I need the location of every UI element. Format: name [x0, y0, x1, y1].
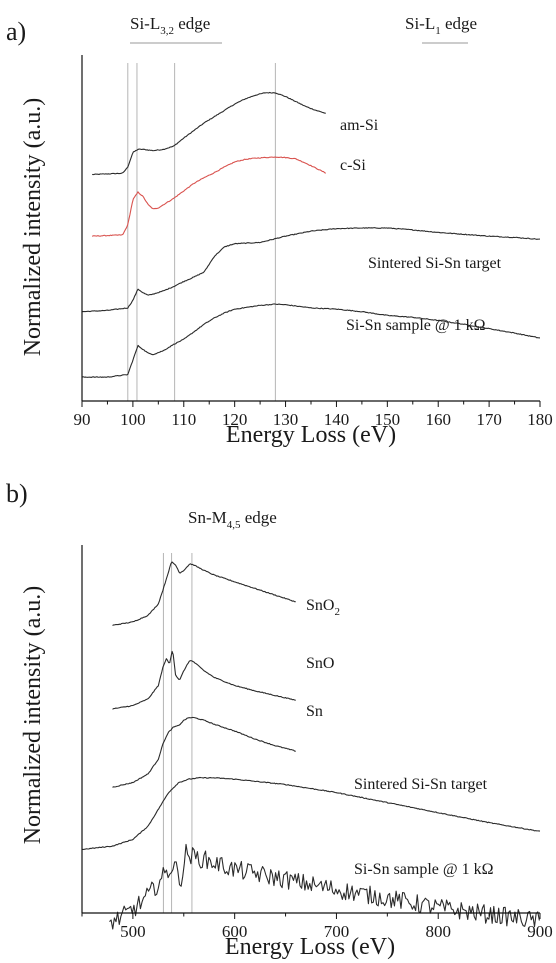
panel-b-x-axis-title: Energy Loss (eV) [225, 934, 395, 960]
panel-b-y-axis-title: Normalized intensity (a.u.) [20, 586, 46, 845]
series-line-a-3 [81, 303, 541, 378]
series-label-sno2: SnO2 [306, 597, 340, 618]
series-label-am-si: am-Si [340, 117, 379, 134]
x-tick-label-a-120: 120 [222, 410, 248, 429]
panel-a-label: a) [6, 17, 26, 46]
series-line-b-1 [112, 650, 296, 710]
series-line-a-2 [81, 227, 541, 313]
series-line-a-1 [91, 156, 327, 237]
panel-a-axes: 90 100 110 120 130 140 150 160 170 180 [74, 55, 553, 429]
series-label-sn: Sn [306, 703, 323, 720]
panel-b-series-labels: SnO2 SnO Sn Sintered Si-Sn target Si-Sn … [306, 597, 494, 878]
panel-a: a) Si-L3,2 edge Si-L1 edge 90 100 110 120 13… [6, 14, 553, 448]
x-tick-label-b-600: 600 [222, 922, 248, 941]
series-line-b-2 [112, 716, 296, 788]
x-tick-label-a-170: 170 [476, 410, 502, 429]
panel-a-series [81, 91, 541, 378]
x-tick-label-a-150: 150 [375, 410, 401, 429]
panel-a-edge-labels: Si-L3,2 edge Si-L1 edge [130, 14, 477, 44]
series-label-si-sn-sample-b: Si-Sn sample @ 1 kΩ [354, 861, 494, 878]
series-line-b-0 [112, 561, 296, 626]
panel-b-series [81, 561, 541, 930]
si-l32-edge-label: Si-L3,2 edge [130, 14, 210, 37]
series-label-c-si: c-Si [340, 157, 366, 174]
x-tick-label-b-700: 700 [324, 922, 350, 941]
x-tick-label-a-90: 90 [74, 410, 91, 429]
x-tick-label-a-160: 160 [425, 410, 451, 429]
series-line-b-4 [109, 843, 540, 930]
si-l1-edge-label: Si-L1 edge [405, 14, 477, 37]
x-tick-label-a-180: 180 [527, 410, 553, 429]
x-tick-label-b-800: 800 [425, 922, 451, 941]
x-tick-label-a-110: 110 [171, 410, 196, 429]
x-tick-label-b-500: 500 [120, 922, 146, 941]
x-tick-label-a-140: 140 [324, 410, 350, 429]
panel-a-x-axis-title: Energy Loss (eV) [226, 422, 396, 448]
panel-b-axes: 500 600 700 800 900 [81, 545, 553, 941]
series-label-si-sn-sample-a: Si-Sn sample @ 1 kΩ [346, 317, 486, 334]
sn-m45-edge-label: Sn-M4,5 edge [188, 508, 277, 531]
x-tick-label-a-100: 100 [120, 410, 146, 429]
panel-a-series-labels: am-Si c-Si Sintered Si-Sn target Si-Sn s… [340, 117, 502, 334]
x-tick-label-b-900: 900 [527, 922, 553, 941]
panel-a-y-axis-title: Normalized intensity (a.u.) [20, 98, 46, 357]
series-label-sintered-target-b: Sintered Si-Sn target [354, 776, 488, 793]
x-tick-label-a-130: 130 [273, 410, 299, 429]
panel-b-label: b) [6, 479, 28, 508]
panel-b-edge-labels: Sn-M4,5 edge [188, 508, 277, 531]
series-line-b-3 [81, 776, 541, 850]
series-line-a-0 [92, 91, 326, 176]
series-label-sintered-target-a: Sintered Si-Sn target [368, 255, 502, 272]
series-label-sno: SnO [306, 655, 334, 672]
panel-a-reference-lines [127, 63, 276, 401]
panel-b: b) Sn-M4,5 edge 500 600 700 800 900 SnO2 SnO… [6, 479, 553, 960]
